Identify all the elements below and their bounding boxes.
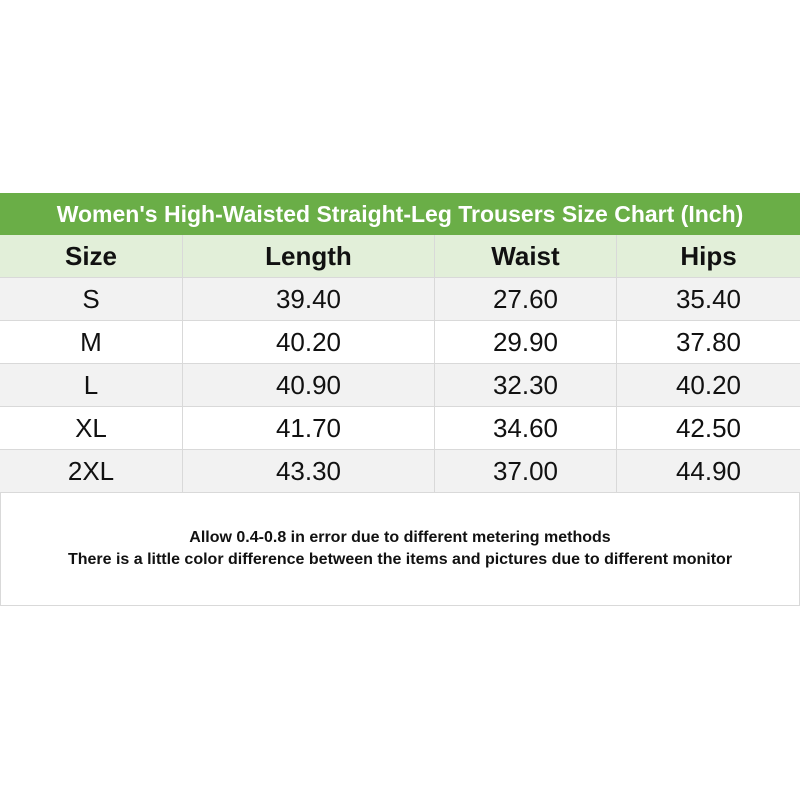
- table-cell: S: [0, 278, 183, 320]
- table-cell: L: [0, 364, 183, 406]
- table-cell: 44.90: [675, 455, 742, 486]
- table-row: M 40.20 29.90 37.80: [0, 321, 800, 364]
- table-row: L 40.90 32.30 40.20: [0, 364, 800, 407]
- header-row: Size Length Waist Hips: [0, 235, 800, 278]
- table-row: S 39.40 27.60 35.40: [0, 278, 800, 321]
- table-cell: 40.20: [675, 369, 742, 400]
- table-cell: 42.50: [675, 412, 742, 443]
- table-cell: 2XL: [0, 450, 183, 492]
- notes: Allow 0.4-0.8 in error due to different …: [0, 493, 800, 606]
- table-body: Size Length Waist Hips S 39.40 27.60 35.40 M 40.2…: [0, 235, 800, 493]
- table-cell: 34.60: [435, 407, 617, 449]
- size-chart: Women's High-Waisted Straight-Leg Trouse…: [0, 193, 800, 606]
- table-cell: 37.80: [675, 326, 742, 357]
- table-cell: 32.30: [435, 364, 617, 406]
- table-cell: 40.90: [183, 364, 435, 406]
- note-text: There is a little color difference betwe…: [67, 551, 733, 568]
- table-cell: 43.30: [183, 450, 435, 492]
- table-cell: 40.20: [183, 321, 435, 363]
- table-cell: 29.90: [435, 321, 617, 363]
- table-cell: 37.00: [435, 450, 617, 492]
- header-cell: Length: [183, 235, 435, 277]
- table-row: XL 41.70 34.60 42.50: [0, 407, 800, 450]
- header-cell: Hips: [680, 240, 737, 271]
- table-cell: 39.40: [183, 278, 435, 320]
- header-cell: Waist: [435, 235, 617, 277]
- header-cell: Size: [0, 235, 183, 277]
- note-text: Allow 0.4-0.8 in error due to different …: [189, 529, 611, 546]
- table-cell: M: [0, 321, 183, 363]
- table-cell: 27.60: [435, 278, 617, 320]
- table-row: 2XL 43.30 37.00 44.90: [0, 450, 800, 493]
- table-cell: XL: [0, 407, 183, 449]
- table-cell: 35.40: [675, 283, 742, 314]
- table-title: Women's High-Waisted Straight-Leg Trouse…: [0, 193, 800, 235]
- table-cell: 41.70: [183, 407, 435, 449]
